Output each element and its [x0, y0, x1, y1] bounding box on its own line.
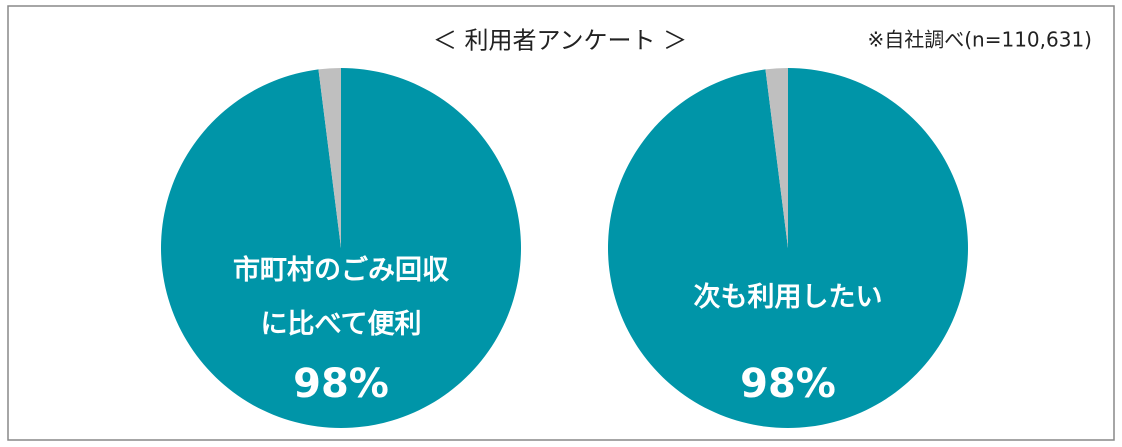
pie-slice	[765, 68, 788, 248]
pie-slice	[161, 68, 521, 428]
value-label: 98%	[293, 361, 389, 407]
slice-label: 次も利用したい	[693, 282, 883, 313]
pie-slice	[318, 68, 341, 248]
title: ＜ 利用者アンケート ＞	[432, 26, 688, 55]
pie-slice	[607, 68, 968, 428]
note: ※自社調べ(n=110,631)	[867, 27, 1092, 52]
value-label: 98%	[740, 361, 836, 407]
slice-label: 市町村のごみ回収 に比べて便利	[233, 255, 449, 340]
